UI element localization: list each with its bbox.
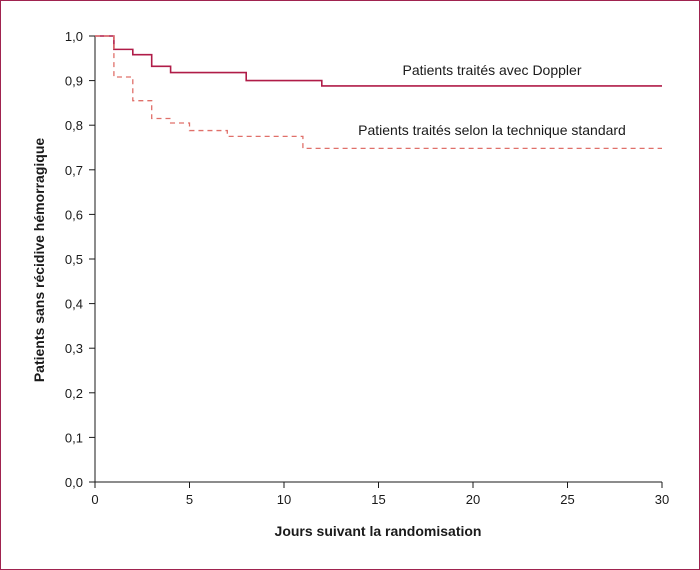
series-line-standard — [95, 35, 662, 150]
x-tick-label: 0 — [91, 492, 98, 507]
x-axis-title: Jours suivant la randomisation — [275, 523, 482, 539]
y-tick-label: 0,5 — [65, 252, 83, 267]
series-label-doppler: Patients traités avec Doppler — [403, 62, 582, 78]
y-ticks: 0,0 0,1 0,2 0,3 0,4 0,5 0,6 0,7 0,8 0,9 1,0 — [65, 29, 95, 490]
y-tick-label: 0,6 — [65, 207, 83, 222]
y-tick-label: 1,0 — [65, 29, 83, 44]
x-tick-label: 10 — [277, 492, 291, 507]
y-tick-label: 0,0 — [65, 475, 83, 490]
x-tick-label: 30 — [655, 492, 669, 507]
y-axis-title: Patients sans récidive hémorragique — [31, 138, 47, 383]
axes — [94, 36, 662, 483]
y-tick-label: 0,9 — [65, 74, 83, 89]
y-tick-label: 0,1 — [65, 430, 83, 445]
series-line-doppler — [95, 35, 662, 87]
y-tick-label: 0,4 — [65, 297, 83, 312]
series-labels: Patients traités avec Doppler Patients t… — [358, 62, 626, 138]
x-tick-label: 25 — [560, 492, 574, 507]
x-ticks: 0 5 10 15 20 25 30 — [91, 482, 669, 507]
x-tick-label: 15 — [371, 492, 385, 507]
x-tick-label: 5 — [186, 492, 193, 507]
x-tick-label: 20 — [466, 492, 480, 507]
y-tick-label: 0,3 — [65, 341, 83, 356]
series-layer — [95, 35, 662, 150]
series-label-standard: Patients traités selon la technique stan… — [358, 122, 626, 138]
y-tick-label: 0,7 — [65, 163, 83, 178]
y-tick-label: 0,2 — [65, 386, 83, 401]
y-tick-label: 0,8 — [65, 118, 83, 133]
